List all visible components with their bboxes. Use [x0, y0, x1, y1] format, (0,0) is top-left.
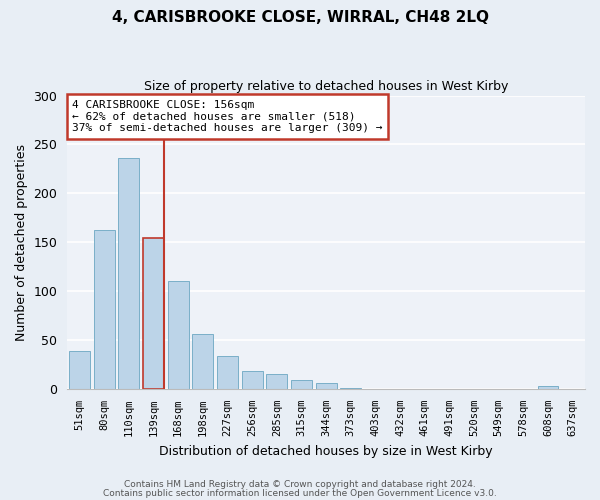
Bar — [316, 383, 337, 389]
Bar — [118, 158, 139, 389]
Bar — [143, 238, 164, 389]
Bar — [69, 351, 90, 389]
Text: 4, CARISBROOKE CLOSE, WIRRAL, CH48 2LQ: 4, CARISBROOKE CLOSE, WIRRAL, CH48 2LQ — [112, 10, 488, 25]
Bar — [167, 282, 188, 389]
Bar — [94, 230, 115, 389]
Bar — [242, 372, 263, 389]
Bar — [266, 374, 287, 389]
Text: 4 CARISBROOKE CLOSE: 156sqm
← 62% of detached houses are smaller (518)
37% of se: 4 CARISBROOKE CLOSE: 156sqm ← 62% of det… — [73, 100, 383, 133]
Bar — [340, 388, 361, 389]
Bar — [217, 356, 238, 389]
Title: Size of property relative to detached houses in West Kirby: Size of property relative to detached ho… — [144, 80, 508, 93]
Y-axis label: Number of detached properties: Number of detached properties — [15, 144, 28, 341]
Text: Contains public sector information licensed under the Open Government Licence v3: Contains public sector information licen… — [103, 489, 497, 498]
Bar — [291, 380, 312, 389]
Bar — [538, 386, 559, 389]
X-axis label: Distribution of detached houses by size in West Kirby: Distribution of detached houses by size … — [159, 444, 493, 458]
Text: Contains HM Land Registry data © Crown copyright and database right 2024.: Contains HM Land Registry data © Crown c… — [124, 480, 476, 489]
Bar — [192, 334, 213, 389]
